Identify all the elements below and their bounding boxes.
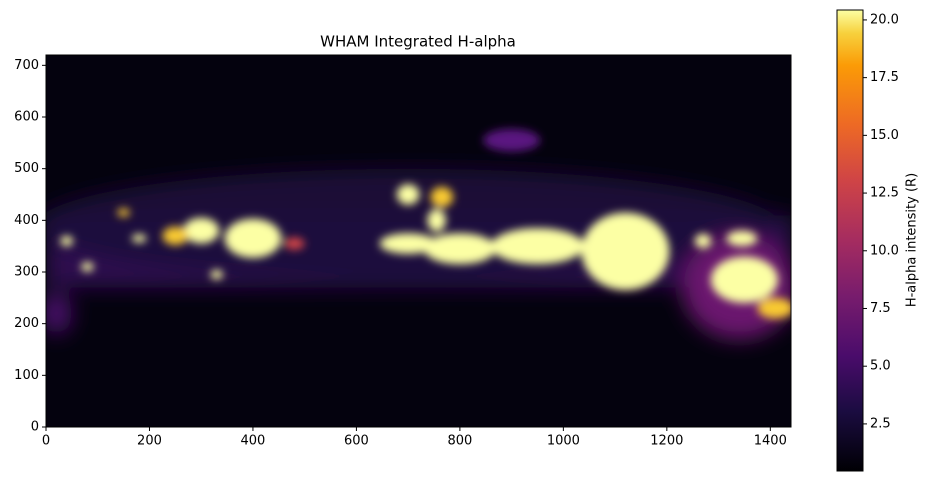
heatmap-image [46, 55, 791, 427]
colorbar-tick-label: 5.0 [870, 359, 891, 374]
y-tick-label: 0 [31, 420, 39, 435]
x-tick-label: 200 [137, 434, 162, 449]
x-tick-label: 1000 [547, 434, 580, 449]
y-tick-label: 400 [14, 213, 39, 228]
y-tick-label: 100 [14, 368, 39, 383]
x-tick-label: 600 [344, 434, 369, 449]
axes-frame [45, 54, 792, 428]
colorbar [836, 9, 864, 472]
colorbar-tick-label: 7.5 [870, 301, 891, 316]
colorbar-tick-label: 15.0 [870, 128, 899, 143]
y-tick-label: 700 [14, 58, 39, 73]
colorbar-tick-label: 10.0 [870, 243, 899, 258]
colorbar-tick-label: 20.0 [870, 12, 899, 27]
x-tick-label: 1200 [650, 434, 683, 449]
colorbar-tick-label: 12.5 [870, 186, 899, 201]
colorbar-tick-label: 2.5 [870, 416, 891, 431]
y-tick-label: 600 [14, 110, 39, 125]
y-tick-label: 300 [14, 265, 39, 280]
x-tick-label: 800 [447, 434, 472, 449]
y-tick-label: 500 [14, 161, 39, 176]
chart-title: WHAM Integrated H-alpha [320, 33, 516, 51]
x-tick-label: 1400 [754, 434, 787, 449]
y-tick-label: 200 [14, 316, 39, 331]
colorbar-label: H-alpha intensity (R) [905, 173, 920, 307]
x-tick-label: 400 [241, 434, 266, 449]
colorbar-tick-label: 17.5 [870, 70, 899, 85]
x-tick-label: 0 [42, 434, 50, 449]
